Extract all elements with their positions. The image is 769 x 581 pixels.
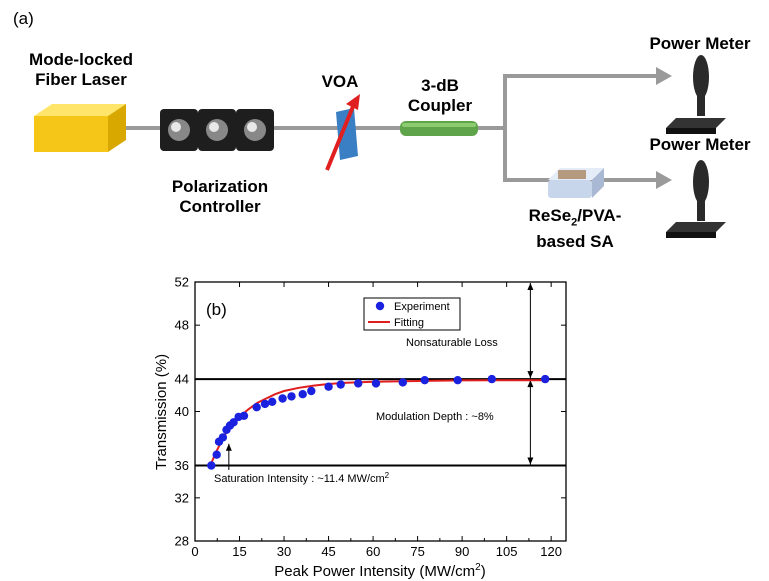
panel-a-label: (a) [13, 9, 34, 28]
experiment-series [207, 374, 550, 470]
y-axis-label: Transmission (%) [153, 354, 170, 470]
experiment-point [371, 379, 381, 388]
sa-label-prefix: ReSe [528, 206, 572, 225]
x-tick-label: 105 [496, 544, 518, 559]
modulation-depth-arrow-head-down [527, 457, 534, 465]
experiment-point [324, 382, 333, 391]
experiment-point [207, 461, 216, 470]
sa-label: ReSe2/PVA- based SA [510, 206, 640, 252]
transmission-chart: 0 15 30 45 60 75 90 105 120 28 32 36 40 44 48 52 Experi… [153, 275, 567, 580]
x-axis-label-prefix: Peak Power Intensity (MW/cm [274, 563, 475, 580]
power-meter-top-label: Power Meter [649, 34, 751, 53]
experiment-point [398, 378, 407, 387]
modulation-depth-annotation: Modulation Depth : ~8% [376, 411, 494, 423]
experiment-point [287, 392, 296, 401]
sa-label-subscript: 2 [571, 216, 578, 229]
fiber-path [122, 74, 660, 182]
voa-label: VOA [321, 72, 359, 91]
experiment-point [487, 374, 496, 384]
reference-lines [195, 378, 566, 467]
x-tick-label: 15 [232, 544, 246, 559]
coupler-label-line1: 3-dB [421, 76, 459, 95]
polarization-paddles-icon [160, 109, 274, 151]
experiment-point [229, 418, 238, 427]
axis-ticks: 0 15 30 45 60 75 90 105 120 28 32 36 40 44 48 52 [175, 275, 566, 559]
annotation-arrows [225, 283, 534, 470]
coupler-icon [400, 121, 478, 136]
y-tick-label: 52 [175, 275, 189, 290]
sa-label-line1: ReSe2/PVA- [510, 206, 640, 232]
nonsaturable-loss-arrow-head-down [527, 371, 534, 379]
arrow-head-top-icon [656, 67, 672, 85]
x-tick-label: 60 [366, 544, 380, 559]
experiment-point [218, 433, 228, 442]
saturation-intensity-annotation: Saturation Intensity : ~11.4 MW/cm2 [214, 471, 390, 485]
legend: Experiment Fitting [363, 297, 461, 331]
x-tick-label: 30 [277, 544, 291, 559]
experiment-point [298, 390, 307, 399]
experiment-point [307, 386, 316, 396]
saturation-sup: 2 [385, 471, 390, 480]
experiment-point [252, 403, 261, 412]
y-tick-label: 40 [175, 404, 189, 419]
experiment-point [336, 380, 345, 389]
experiment-point [420, 376, 429, 385]
x-tick-label: 90 [455, 544, 469, 559]
y-tick-label: 48 [175, 318, 189, 333]
polarization-label-line1: Polarization [171, 177, 269, 196]
modulation-depth-arrow-head-up [527, 380, 534, 388]
laser-label-line2: Fiber Laser [35, 70, 127, 89]
power-meter-bottom-label: Power Meter [649, 135, 751, 154]
nonsaturable-loss-arrow-head-up [527, 283, 534, 290]
laser-label: Mode-locked Fiber Laser [8, 50, 154, 90]
experiment-point [453, 376, 462, 385]
sa-label-line2: based SA [536, 232, 614, 252]
experiment-point [278, 394, 287, 403]
experiment-point [239, 411, 249, 420]
experiment-point [260, 399, 270, 409]
saturable-absorber-icon [548, 168, 604, 198]
polarization-label: Polarization Controller [150, 177, 290, 217]
x-tick-label: 75 [410, 544, 424, 559]
voa-icon [325, 94, 360, 171]
saturation-prefix: Saturation Intensity : ~11.4 MW/cm [214, 473, 385, 485]
x-axis-label: Peak Power Intensity (MW/cm2) [274, 562, 485, 580]
experiment-point [354, 379, 363, 388]
coupler-label: 3-dB Coupler [390, 76, 490, 116]
x-tick-label: 120 [540, 544, 562, 559]
y-tick-label: 36 [175, 458, 189, 473]
sa-label-suffix: /PVA- [577, 206, 622, 225]
polarization-label-line2: Controller [179, 197, 261, 216]
coupler-label-line2: Coupler [407, 96, 473, 115]
power-meter-top-icon [666, 55, 726, 134]
arrow-head-bottom-icon [656, 171, 672, 189]
panel-b-label: (b) [206, 300, 227, 319]
nonsaturable-loss-annotation: Nonsaturable Loss [406, 337, 498, 349]
laser-label-line1: Mode-locked [29, 50, 133, 69]
setup-diagram [34, 55, 726, 238]
x-tick-label: 0 [191, 544, 198, 559]
legend-experiment-label: Experiment [394, 301, 450, 313]
y-tick-label: 28 [175, 534, 189, 549]
experiment-point [268, 397, 277, 406]
experiment-point [541, 374, 550, 384]
x-axis-label-suffix: ) [481, 563, 486, 580]
experiment-point [212, 450, 221, 459]
legend-experiment-marker [375, 301, 385, 311]
legend-fitting-label: Fitting [394, 317, 424, 329]
x-axis-label-sup: 2 [475, 562, 481, 573]
y-tick-label: 44 [175, 372, 189, 387]
y-tick-label: 32 [175, 490, 189, 505]
saturation-arrow-head [225, 443, 232, 451]
power-meter-bottom-icon [666, 160, 726, 238]
laser-box-icon [34, 104, 126, 152]
x-tick-label: 45 [321, 544, 335, 559]
